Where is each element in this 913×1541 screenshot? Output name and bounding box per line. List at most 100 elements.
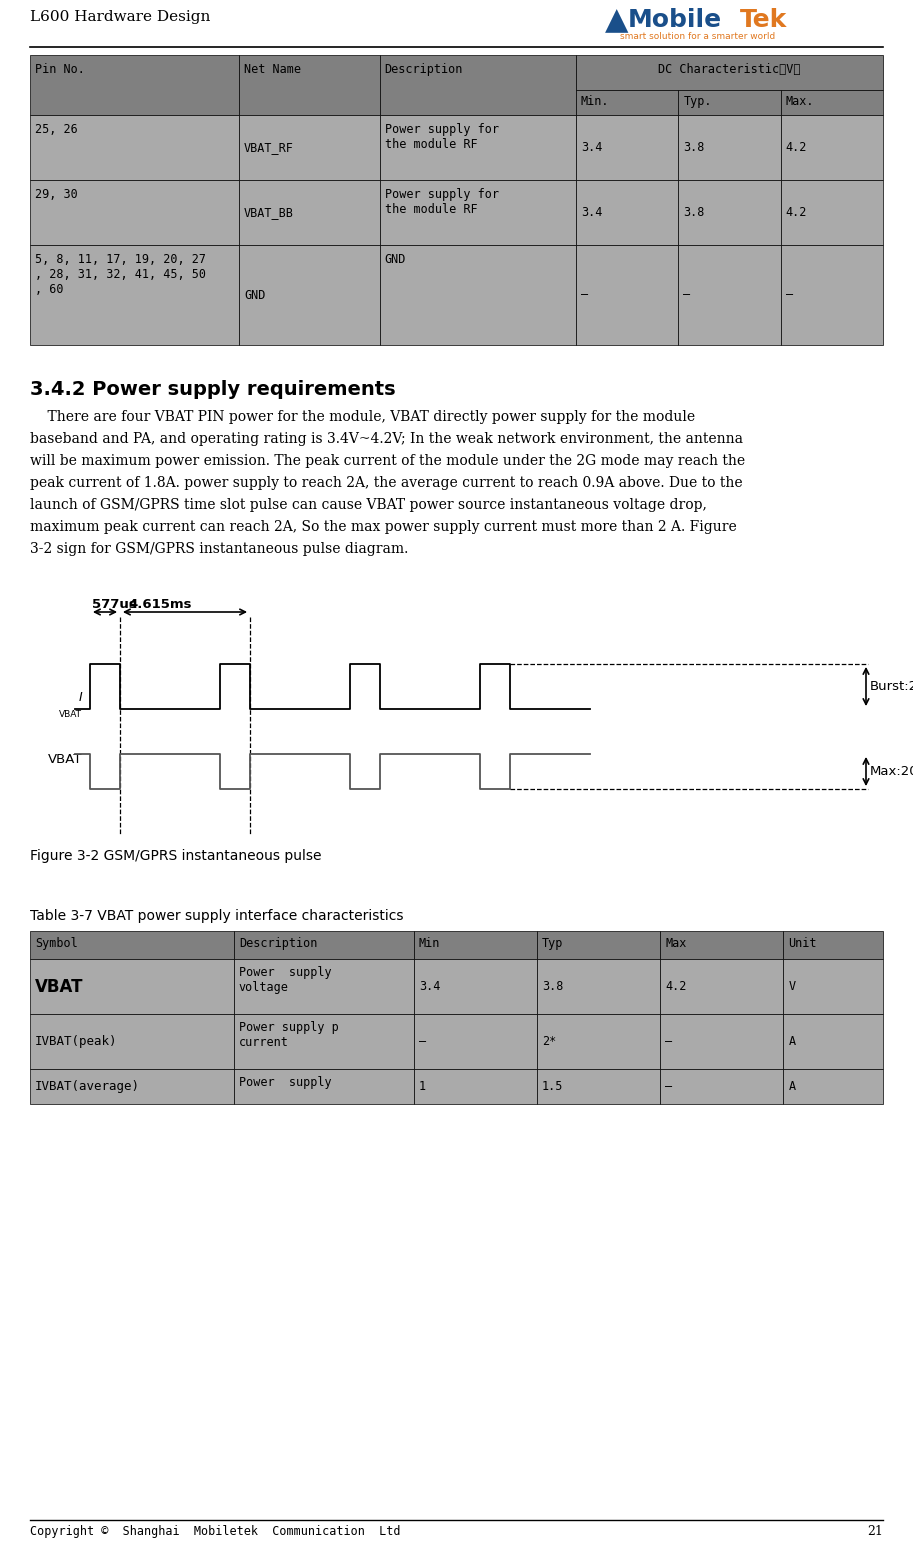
Text: 5, 8, 11, 17, 19, 20, 27
, 28, 31, 32, 41, 45, 50
, 60: 5, 8, 11, 17, 19, 20, 27 , 28, 31, 32, 4… [35, 253, 206, 296]
Text: DC Characteristic（V）: DC Characteristic（V） [658, 63, 801, 76]
Text: Typ.: Typ. [683, 96, 712, 108]
Bar [660, 959, 783, 1014]
Text: 29, 30: 29, 30 [35, 188, 78, 200]
Text: 1: 1 [419, 1080, 426, 1093]
Text: launch of GSM/GPRS time slot pulse can cause VBAT power source instantaneous vol: launch of GSM/GPRS time slot pulse can c… [30, 498, 707, 512]
Bar [783, 959, 883, 1014]
Text: Symbol: Symbol [35, 937, 78, 949]
Text: Power supply for
the module RF: Power supply for the module RF [384, 188, 498, 216]
Text: Copyright ©  Shanghai  Mobiletek  Communication  Ltd: Copyright © Shanghai Mobiletek Communica… [30, 1526, 401, 1538]
Text: VBAT_RF: VBAT_RF [244, 140, 294, 154]
Text: baseband and PA, and operating rating is 3.4V~4.2V; In the weak network environm: baseband and PA, and operating rating is… [30, 431, 743, 445]
Bar [576, 245, 678, 345]
Text: IVBAT(average): IVBAT(average) [35, 1080, 140, 1093]
Bar [30, 1069, 234, 1103]
Text: 3.4.2 Power supply requirements: 3.4.2 Power supply requirements [30, 381, 395, 399]
Text: I: I [79, 690, 82, 704]
Bar [234, 959, 414, 1014]
Bar [380, 55, 576, 116]
Text: VBAT: VBAT [59, 710, 82, 720]
Text: 3.8: 3.8 [683, 206, 705, 219]
Text: Max: Max [666, 937, 687, 949]
Bar [678, 89, 781, 116]
Text: Net Name: Net Name [244, 63, 301, 76]
Text: –: – [419, 1036, 426, 1048]
Bar [783, 1069, 883, 1103]
Bar [239, 180, 380, 245]
Text: A: A [789, 1080, 795, 1093]
Text: 4.2: 4.2 [786, 140, 807, 154]
Text: 3.4: 3.4 [581, 206, 603, 219]
Text: Power supply for
the module RF: Power supply for the module RF [384, 123, 498, 151]
Text: Power supply p
current: Power supply p current [239, 1022, 339, 1049]
Text: VBAT_BB: VBAT_BB [244, 206, 294, 219]
Bar [239, 116, 380, 180]
Text: GND: GND [244, 288, 266, 302]
Bar [30, 931, 234, 959]
Text: Max:200mV: Max:200mV [870, 764, 913, 778]
Text: Pin No.: Pin No. [35, 63, 85, 76]
Bar [660, 1014, 783, 1069]
Bar [234, 1014, 414, 1069]
Bar [380, 116, 576, 180]
Text: 1.5: 1.5 [542, 1080, 563, 1093]
Text: Table 3-7 VBAT power supply interface characteristics: Table 3-7 VBAT power supply interface ch… [30, 909, 404, 923]
Text: Typ: Typ [542, 937, 563, 949]
Bar [781, 245, 883, 345]
Bar [30, 245, 239, 345]
Bar [781, 116, 883, 180]
Bar [678, 180, 781, 245]
Text: Min.: Min. [581, 96, 609, 108]
Bar [30, 180, 239, 245]
Bar [781, 180, 883, 245]
Bar [234, 1069, 414, 1103]
Text: L600 Hardware Design: L600 Hardware Design [30, 9, 210, 25]
Text: 21: 21 [867, 1526, 883, 1538]
Text: Burst:2A: Burst:2A [870, 680, 913, 693]
Text: –: – [581, 288, 588, 302]
Text: 3.8: 3.8 [683, 140, 705, 154]
Bar [414, 959, 537, 1014]
Text: Max.: Max. [786, 96, 814, 108]
Bar [234, 931, 414, 959]
Bar [30, 116, 239, 180]
Text: A: A [789, 1036, 795, 1048]
Text: IVBAT(peak): IVBAT(peak) [35, 1036, 118, 1048]
Bar [783, 1014, 883, 1069]
Text: GND: GND [384, 253, 406, 267]
Bar [576, 116, 678, 180]
Bar [239, 245, 380, 345]
Text: Tek: Tek [740, 8, 787, 32]
Bar [678, 245, 781, 345]
Text: –: – [666, 1080, 672, 1093]
Bar [537, 959, 660, 1014]
Text: 3.4: 3.4 [419, 980, 440, 992]
Bar [576, 55, 883, 89]
Text: 3-2 sign for GSM/GPRS instantaneous pulse diagram.: 3-2 sign for GSM/GPRS instantaneous puls… [30, 542, 408, 556]
Text: Power  supply: Power supply [239, 1076, 331, 1089]
Text: will be maximum power emission. The peak current of the module under the 2G mode: will be maximum power emission. The peak… [30, 455, 745, 468]
Text: Description: Description [384, 63, 463, 76]
Bar [537, 931, 660, 959]
Bar [380, 180, 576, 245]
Text: VBAT: VBAT [47, 752, 82, 766]
Text: maximum peak current can reach 2A, So the max power supply current must more tha: maximum peak current can reach 2A, So th… [30, 519, 737, 535]
Text: 25, 26: 25, 26 [35, 123, 78, 136]
Text: Min: Min [419, 937, 440, 949]
Bar [380, 245, 576, 345]
Text: VBAT: VBAT [35, 977, 83, 995]
Bar [537, 1069, 660, 1103]
Bar [414, 1069, 537, 1103]
Bar [660, 931, 783, 959]
Bar [660, 1069, 783, 1103]
Text: peak current of 1.8A. power supply to reach 2A, the average current to reach 0.9: peak current of 1.8A. power supply to re… [30, 476, 742, 490]
Bar [30, 55, 239, 116]
Text: –: – [786, 288, 792, 302]
Text: 3.8: 3.8 [542, 980, 563, 992]
Bar [30, 1014, 234, 1069]
Text: V: V [789, 980, 795, 992]
Text: 4.2: 4.2 [786, 206, 807, 219]
Text: There are four VBAT PIN power for the module, VBAT directly power supply for the: There are four VBAT PIN power for the mo… [30, 410, 695, 424]
Bar [414, 931, 537, 959]
Text: Figure 3-2 GSM/GPRS instantaneous pulse: Figure 3-2 GSM/GPRS instantaneous pulse [30, 849, 321, 863]
